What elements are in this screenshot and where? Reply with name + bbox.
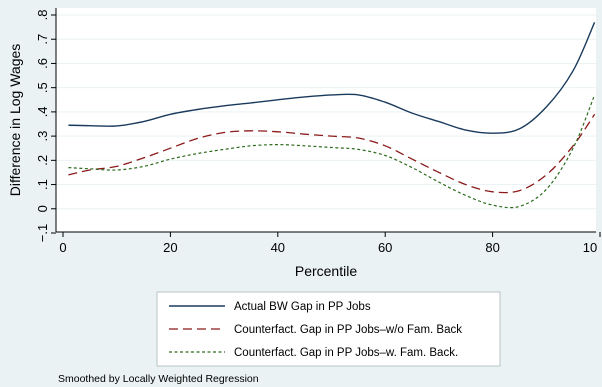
legend-label: Counterfact. Gap in PP Jobs–w. Fam. Back…: [234, 347, 458, 359]
legend-label: Actual BW Gap in PP Jobs: [234, 301, 371, 313]
x-axis-title: Percentile: [295, 263, 357, 279]
x-tick-label: 40: [271, 240, 285, 255]
legend-label: Counterfact. Gap in PP Jobs–w/o Fam. Bac…: [234, 324, 462, 336]
y-tick-label: .7: [35, 34, 50, 45]
x-tick-label: 10: [583, 240, 597, 255]
x-tick-label: 60: [378, 240, 392, 255]
x-tick-label: 0: [59, 240, 66, 255]
chart-note: Smoothed by Locally Weighted Regression: [58, 373, 259, 385]
y-tick-label: .5: [35, 82, 50, 93]
x-tick-label: 20: [163, 240, 177, 255]
y-tick-label: .6: [35, 58, 50, 69]
y-axis-title: Difference in Log Wages: [7, 44, 23, 197]
y-tick-label: .8: [35, 10, 50, 21]
y-tick-label: .3: [35, 131, 50, 142]
y-tick-label: .2: [35, 155, 50, 166]
y-tick-label: .4: [35, 106, 50, 117]
y-tick-label: .1: [35, 179, 50, 190]
y-tick-label: −.1: [35, 224, 50, 242]
plot-area: [56, 8, 596, 232]
x-tick-label: 80: [485, 240, 499, 255]
y-tick-label: 0: [35, 205, 50, 212]
